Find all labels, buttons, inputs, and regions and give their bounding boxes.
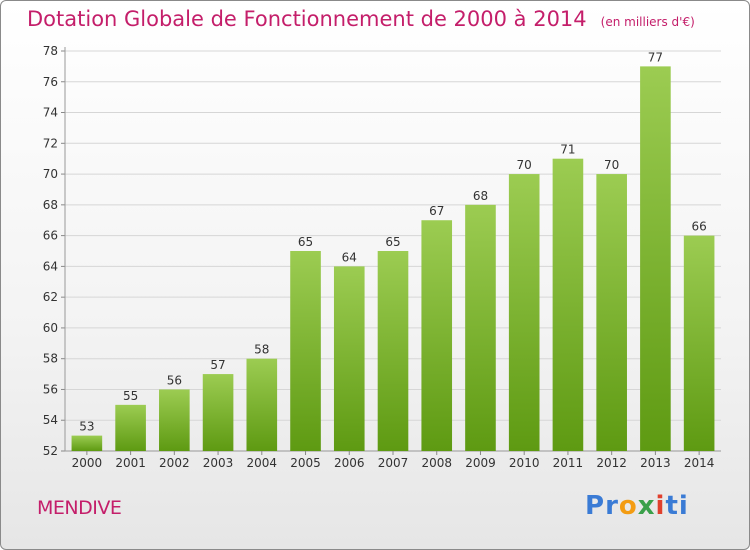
x-tick-label: 2004	[247, 456, 278, 470]
x-tick-label: 2007	[378, 456, 409, 470]
bar	[159, 389, 190, 451]
bar	[71, 435, 103, 451]
data-label: 71	[560, 143, 575, 157]
x-tick-label: 2009	[465, 456, 496, 470]
logo-letter: r	[605, 491, 619, 521]
y-tick-label: 62	[43, 290, 58, 304]
y-tick-label: 60	[43, 321, 58, 335]
y-tick-label: 76	[43, 75, 58, 89]
data-label: 68	[473, 189, 488, 203]
y-tick-label: 66	[43, 229, 58, 243]
logo-letter: P	[585, 491, 606, 521]
logo-letter: t	[665, 491, 679, 521]
bar	[377, 251, 409, 451]
x-tick-label: 2006	[334, 456, 365, 470]
data-label: 55	[123, 389, 138, 403]
x-tick-label: 2013	[640, 456, 671, 470]
y-tick-label: 78	[43, 44, 58, 58]
bar	[683, 235, 715, 451]
x-tick-label: 2001	[115, 456, 146, 470]
x-tick-label: 2005	[290, 456, 321, 470]
x-tick-label: 2010	[509, 456, 540, 470]
data-label: 57	[210, 358, 225, 372]
bar	[115, 404, 146, 451]
bar	[290, 251, 321, 451]
logo-letter: x	[637, 491, 656, 521]
chart-title-text: Dotation Globale de Fonctionnement de 20…	[27, 7, 587, 31]
bar	[552, 158, 584, 451]
commune-name: MENDIVE	[37, 497, 122, 519]
bar	[202, 374, 234, 451]
bar	[465, 204, 496, 451]
x-tick-label: 2014	[684, 456, 715, 470]
data-label: 65	[298, 235, 313, 249]
data-label: 65	[385, 235, 400, 249]
data-label: 77	[648, 50, 663, 64]
data-label: 53	[79, 420, 94, 434]
y-tick-label: 52	[43, 444, 58, 458]
y-tick-label: 68	[43, 198, 58, 212]
x-tick-label: 2011	[553, 456, 584, 470]
chart-subtitle: (en milliers d'€)	[600, 15, 695, 29]
data-label: 58	[254, 343, 269, 357]
bar	[596, 174, 627, 452]
data-label: 70	[604, 158, 619, 172]
logo-letter: o	[618, 491, 638, 521]
y-tick-label: 74	[43, 106, 58, 120]
data-label: 64	[342, 250, 357, 264]
logo-letter: i	[655, 491, 666, 521]
logo-letter: i	[678, 491, 689, 521]
data-label: 70	[517, 158, 532, 172]
bar	[508, 174, 540, 452]
y-tick-label: 54	[43, 413, 58, 427]
data-label: 67	[429, 204, 444, 218]
y-tick-label: 72	[43, 136, 58, 150]
bar	[333, 266, 365, 451]
bar	[246, 358, 278, 451]
chart-title: Dotation Globale de Fonctionnement de 20…	[27, 7, 695, 31]
x-tick-label: 2008	[421, 456, 452, 470]
y-tick-label: 56	[43, 382, 58, 396]
data-label: 56	[167, 373, 182, 387]
bar	[421, 220, 453, 451]
y-tick-label: 70	[43, 167, 58, 181]
y-tick-label: 58	[43, 352, 58, 366]
y-tick-label: 64	[43, 259, 58, 273]
x-tick-label: 2000	[72, 456, 103, 470]
proxiti-logo: Proxiti	[585, 491, 689, 521]
bar	[640, 66, 671, 451]
x-tick-label: 2003	[203, 456, 234, 470]
data-label: 66	[691, 220, 706, 234]
x-tick-label: 2002	[159, 456, 190, 470]
x-tick-label: 2012	[596, 456, 627, 470]
